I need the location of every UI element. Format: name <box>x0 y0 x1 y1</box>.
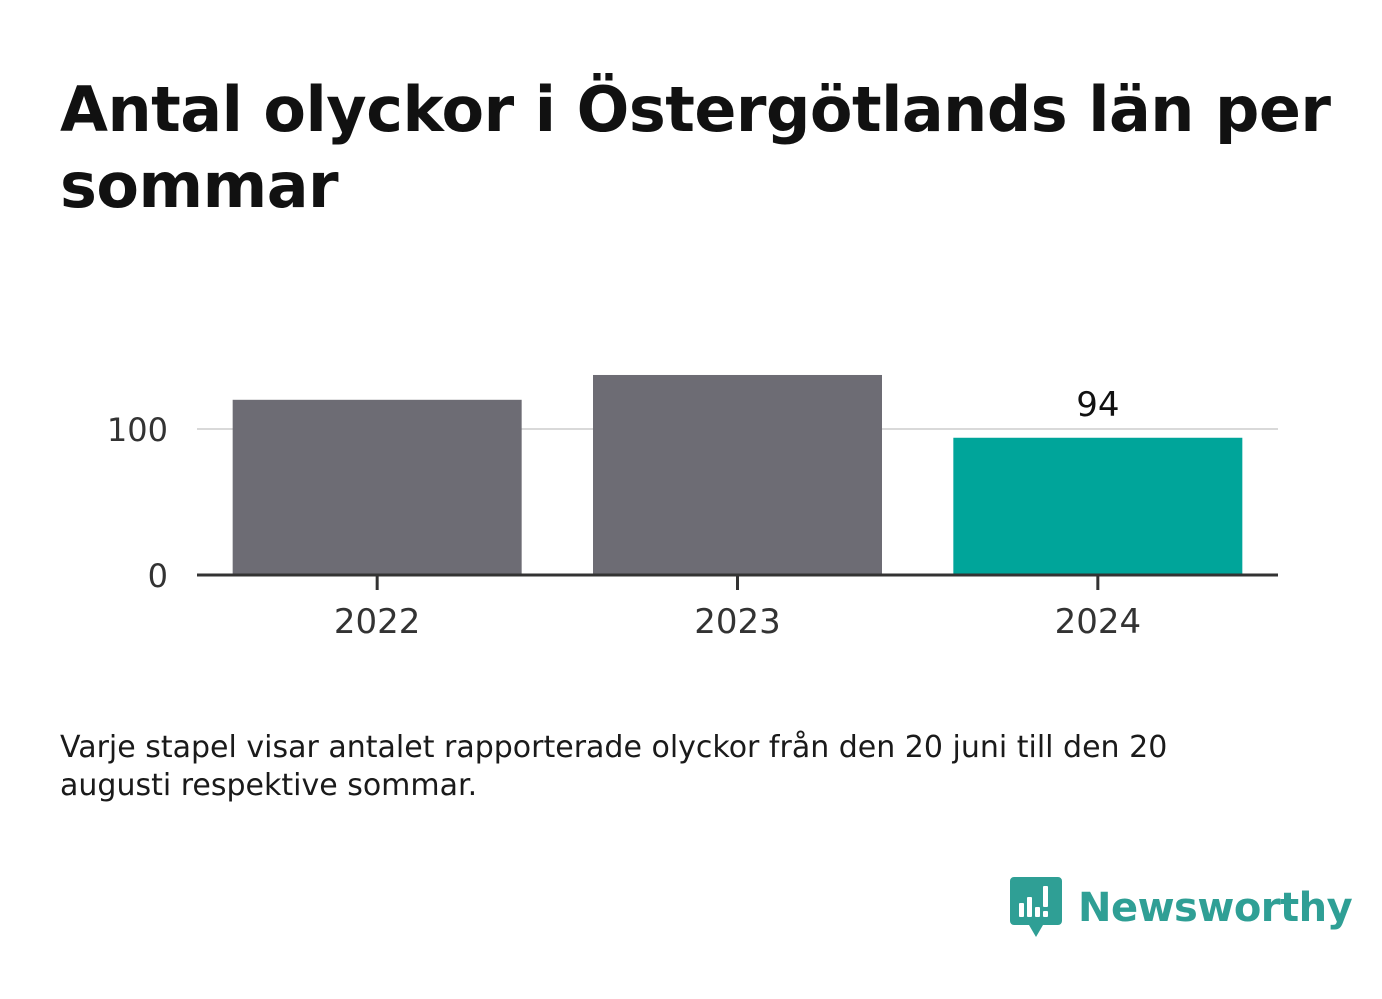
newsworthy-logo-icon <box>1010 877 1062 937</box>
y-axis-ticks: 0 100 <box>107 411 168 595</box>
brand-logo: Newsworthy <box>1010 876 1353 940</box>
x-tick-label-2023: 2023 <box>694 602 781 642</box>
bar-chart: 0 100 2022 2023 2024 94 <box>107 374 1278 642</box>
y-tick-label-0: 0 <box>148 557 168 595</box>
bars <box>232 374 1243 575</box>
bar-2023 <box>593 374 882 575</box>
x-axis-ticks: 2022 2023 2024 <box>334 575 1141 642</box>
x-tick-label-2024: 2024 <box>1055 602 1142 642</box>
brand-name: Newsworthy <box>1078 885 1353 931</box>
y-tick-label-100: 100 <box>107 411 168 449</box>
bar-2022 <box>232 399 522 575</box>
chart-title: Antal olyckor i Östergötlands län per so… <box>60 73 1331 222</box>
x-tick-label-2022: 2022 <box>334 602 421 642</box>
chart-note: Varje stapel visar antalet rapporterade … <box>60 730 1168 803</box>
data-labels: 94 <box>1076 385 1119 425</box>
data-label-2024: 94 <box>1076 385 1119 425</box>
bar-2024 <box>953 437 1243 575</box>
